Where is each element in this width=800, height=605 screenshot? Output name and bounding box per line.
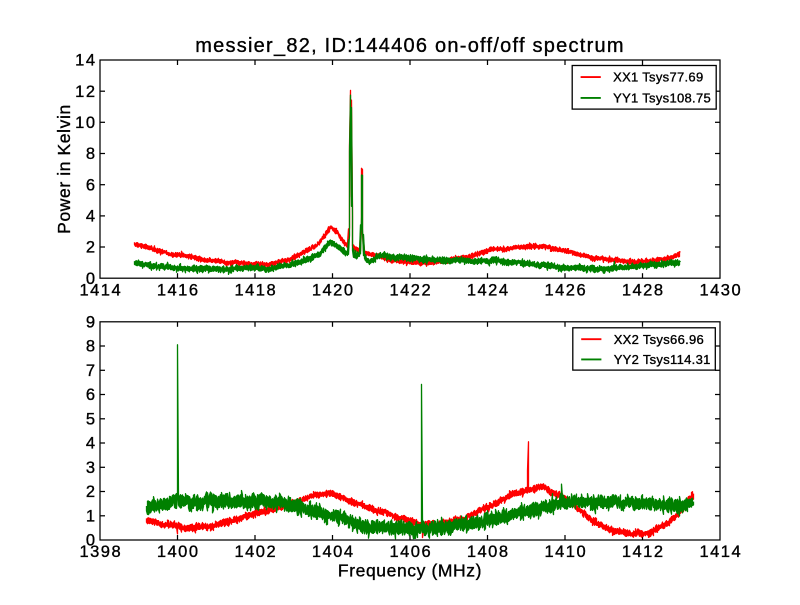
svg-text:1400: 1400 bbox=[157, 543, 200, 561]
svg-text:6: 6 bbox=[86, 386, 97, 404]
svg-text:XX1 Tsys77.69: XX1 Tsys77.69 bbox=[613, 70, 703, 85]
svg-text:1420: 1420 bbox=[312, 281, 355, 299]
svg-text:1404: 1404 bbox=[312, 543, 355, 561]
svg-text:1430: 1430 bbox=[699, 281, 742, 299]
svg-text:1410: 1410 bbox=[544, 543, 587, 561]
svg-text:0: 0 bbox=[86, 532, 97, 550]
svg-text:1428: 1428 bbox=[622, 281, 665, 299]
svg-text:0: 0 bbox=[86, 270, 97, 288]
svg-text:1422: 1422 bbox=[389, 281, 432, 299]
svg-text:XX2 Tsys66.96: XX2 Tsys66.96 bbox=[614, 332, 704, 347]
svg-text:4: 4 bbox=[86, 208, 97, 226]
svg-text:1: 1 bbox=[86, 508, 97, 526]
svg-text:12: 12 bbox=[75, 83, 96, 101]
svg-text:1402: 1402 bbox=[234, 543, 277, 561]
svg-text:YY2 Tsys114.31: YY2 Tsys114.31 bbox=[614, 352, 711, 367]
svg-text:1414: 1414 bbox=[699, 543, 742, 561]
svg-text:6: 6 bbox=[86, 176, 97, 194]
svg-text:1416: 1416 bbox=[157, 281, 200, 299]
svg-text:2: 2 bbox=[86, 239, 97, 257]
svg-text:9: 9 bbox=[86, 314, 97, 332]
svg-text:1398: 1398 bbox=[79, 543, 122, 561]
svg-text:10: 10 bbox=[75, 114, 96, 132]
svg-text:1424: 1424 bbox=[467, 281, 510, 299]
svg-text:14: 14 bbox=[75, 52, 96, 70]
svg-text:1414: 1414 bbox=[79, 281, 122, 299]
svg-text:4: 4 bbox=[86, 435, 97, 453]
svg-text:3: 3 bbox=[86, 459, 97, 477]
svg-text:YY1 Tsys108.75: YY1 Tsys108.75 bbox=[613, 91, 711, 106]
svg-text:5: 5 bbox=[86, 411, 97, 429]
svg-text:1408: 1408 bbox=[467, 543, 510, 561]
svg-text:7: 7 bbox=[86, 362, 97, 380]
svg-text:1426: 1426 bbox=[544, 281, 587, 299]
svg-text:8: 8 bbox=[86, 145, 97, 163]
svg-text:8: 8 bbox=[86, 338, 97, 356]
svg-text:1412: 1412 bbox=[622, 543, 665, 561]
svg-text:2: 2 bbox=[86, 483, 97, 501]
svg-text:Power in Kelvin: Power in Kelvin bbox=[54, 104, 74, 234]
svg-text:1418: 1418 bbox=[234, 281, 277, 299]
svg-text:Frequency (MHz): Frequency (MHz) bbox=[338, 560, 482, 580]
svg-text:1406: 1406 bbox=[389, 543, 432, 561]
svg-text:messier_82, ID:144406 on-off/o: messier_82, ID:144406 on-off/off spectru… bbox=[195, 35, 625, 57]
